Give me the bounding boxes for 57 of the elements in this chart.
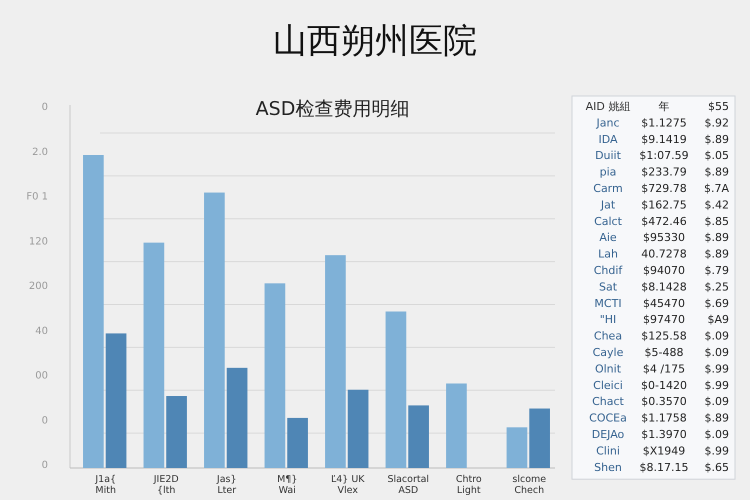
text: Janc $1.1275 $.92 — [596, 116, 729, 130]
bar — [106, 333, 126, 468]
bar — [408, 405, 429, 468]
text: DEJAo $1.3970 $.09 — [592, 428, 729, 441]
text: Sat $8.1428 $.25 — [598, 280, 729, 294]
text: Carm $729.78 $.7A — [593, 182, 729, 195]
bar — [83, 155, 104, 468]
text: Chdif $94070 $.79 — [594, 264, 729, 277]
text: Chact $0.3570 $.09 — [592, 395, 729, 408]
x-tick-label: JIE2D {lth — [152, 474, 179, 496]
bar — [506, 427, 528, 468]
x-tick-label: Jas} Lter — [216, 474, 237, 496]
text: Olnit $4 /175 $.99 — [594, 362, 729, 376]
text: pia $233.79 $.89 — [600, 166, 729, 179]
x-tick-label: Slacortal ASD — [387, 474, 430, 496]
text: F0 1 — [26, 192, 48, 202]
bar — [166, 396, 187, 468]
text: Jat $162.75 $.42 — [600, 198, 729, 212]
x-tick-label: M¶} Wai — [277, 474, 298, 496]
x-tick-label: Ľ4} UK Vlex — [330, 474, 366, 496]
text: Lah 40.7278 $.89 — [598, 248, 729, 261]
text: 0 — [42, 460, 48, 471]
bar — [287, 418, 308, 468]
text: 40 — [35, 326, 48, 337]
text: "HI $97470 $A9 — [600, 313, 729, 326]
text: Chea $125.58 $.09 — [594, 330, 729, 343]
chart-title: 山西朔州医院 — [273, 21, 477, 61]
bar — [144, 242, 164, 468]
x-tick-label: J1a{ Mith — [94, 474, 116, 496]
x-tick-label: slcome Chech — [512, 474, 546, 496]
bar — [226, 368, 248, 468]
bar — [264, 283, 286, 468]
bar — [325, 255, 346, 468]
text: Cleici $0-1420 $.99 — [593, 378, 729, 392]
text: Calct $472.46 $.85 — [594, 214, 729, 228]
text: Aie $95330 $.89 — [599, 231, 729, 244]
text: 0 — [42, 102, 48, 113]
text: 200 — [28, 281, 48, 292]
text: 00 — [35, 370, 48, 382]
text: Duiit $1:07.59 $.05 — [595, 149, 729, 162]
text: 0 — [42, 415, 48, 426]
text: 2.0 — [32, 146, 48, 158]
text: Cayle $5-488 $.09 — [592, 346, 729, 359]
bar — [204, 192, 225, 468]
bar — [348, 390, 368, 468]
text: COCEa $1.1758 $.89 — [589, 412, 729, 425]
text: 120 — [28, 236, 48, 248]
text: Shen $8.17.15 $.65 — [594, 460, 729, 474]
bar — [446, 383, 467, 468]
text: MCTI $45470 $.69 — [594, 296, 729, 310]
bar — [386, 312, 406, 468]
bar — [529, 408, 550, 468]
text: AID 姚組 年 $55 — [586, 100, 729, 113]
chart-subtitle: ASD检查费用明细 — [256, 98, 410, 120]
x-tick-label: Chtro Light — [456, 474, 482, 496]
text: Clini $X1949 $.99 — [596, 444, 729, 458]
text: IDA $9.1419 $.89 — [598, 132, 729, 146]
